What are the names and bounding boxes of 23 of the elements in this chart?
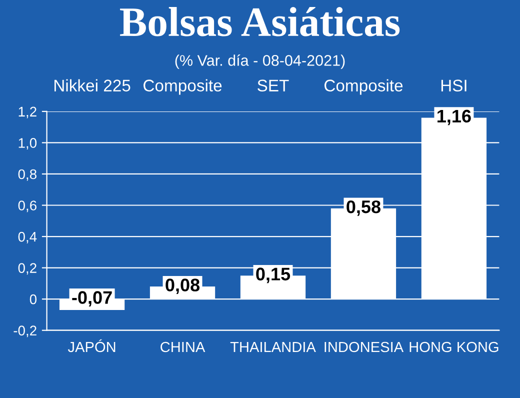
y-tick-label: -0,2 bbox=[14, 326, 36, 338]
y-tick-label: 0,4 bbox=[18, 232, 37, 244]
chart-title: Bolsas Asiáticas bbox=[120, 6, 400, 36]
text: Nikkei 225 bbox=[54, 79, 130, 92]
x-tick-label: INDONESIA bbox=[324, 342, 404, 352]
x-tick-label: THAILANDIA bbox=[230, 342, 316, 352]
y-tick-label: 0,6 bbox=[18, 200, 36, 212]
data-label: 1,16 bbox=[438, 110, 471, 126]
text: HSI bbox=[441, 80, 466, 92]
text: Composite bbox=[324, 79, 403, 95]
chart-subtitle: (% Var. día - 08-04-2021) bbox=[175, 54, 345, 69]
data-label: 0,58 bbox=[346, 200, 380, 216]
data-label: 0,15 bbox=[256, 268, 290, 284]
text: Composite bbox=[144, 79, 222, 95]
x-tick-label: HONG KONG bbox=[410, 342, 498, 352]
y-tick-label: 0 bbox=[30, 294, 37, 304]
x-tick-label: JAPÓN bbox=[68, 339, 116, 352]
text: SET bbox=[258, 80, 289, 92]
x-tick-label: CHINA bbox=[160, 342, 206, 352]
y-tick-label: 1,2 bbox=[18, 106, 36, 118]
y-tick-label: 0,8 bbox=[18, 169, 36, 181]
y-tick-label: 1,0 bbox=[18, 138, 37, 150]
y-tick-label: 0,2 bbox=[18, 263, 36, 275]
